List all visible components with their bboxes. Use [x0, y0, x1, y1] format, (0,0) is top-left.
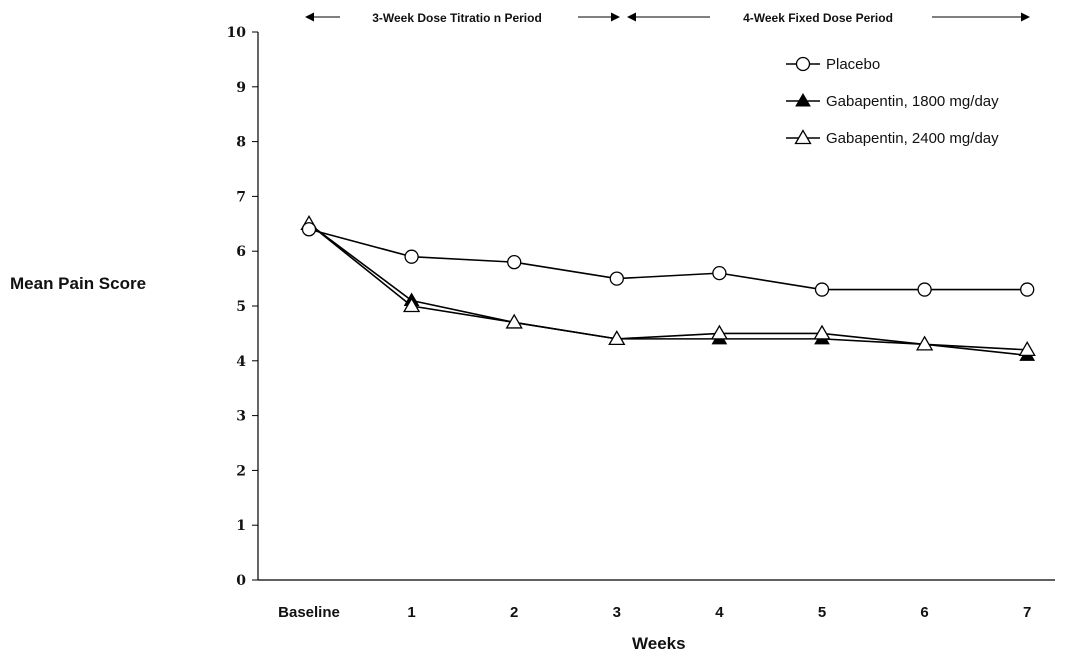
series-lines: [300, 214, 1036, 361]
data-point: [609, 271, 624, 286]
period-arrowhead: [305, 12, 314, 22]
series-line: [308, 223, 1028, 357]
period-label-titration: 3-Week Dose Titratio n Period: [372, 11, 542, 25]
legend: Placebo Gabapentin, 1800 mg/day Gabapentin…: [786, 56, 999, 147]
y-tick-label: 7: [236, 189, 246, 205]
y-tick-label: 6: [236, 244, 246, 260]
legend-label: Gabapentin, 1800 mg/day: [826, 93, 999, 110]
period-label-fixed: 4-Week Fixed Dose Period: [743, 11, 893, 25]
data-point: [505, 313, 523, 329]
series-3: [300, 214, 1036, 356]
series-line: [308, 223, 1028, 351]
legend-marker: [794, 129, 812, 145]
legend-item: Gabapentin, 2400 mg/day: [786, 129, 999, 147]
x-axis-label: Weeks: [632, 634, 686, 653]
y-tick-label: 3: [236, 409, 246, 425]
y-tick-label: 5: [236, 299, 246, 315]
y-tick-label: 4: [236, 354, 246, 370]
x-ticks: Baseline 1 2 3 4 5 6 7: [278, 604, 1031, 621]
period-arrowhead: [611, 12, 620, 22]
x-tick-label: 6: [920, 604, 928, 621]
x-tick-label: 1: [407, 604, 415, 621]
legend-marker: [795, 93, 811, 107]
legend-marker: [795, 56, 811, 72]
data-point: [915, 335, 934, 351]
legend-item: Gabapentin, 1800 mg/day: [786, 93, 999, 110]
series-1: [301, 222, 1035, 297]
y-tick-label: 0: [236, 573, 246, 589]
data-point: [507, 255, 522, 270]
legend-label: Placebo: [826, 56, 880, 73]
data-point: [710, 324, 729, 340]
data-point: [1018, 341, 1036, 356]
data-point: [608, 330, 626, 346]
x-tick-label: 3: [613, 604, 621, 621]
y-tick-label: 8: [236, 135, 246, 151]
y-tick-label: 2: [236, 463, 246, 479]
data-point: [813, 324, 831, 340]
period-arrowhead: [1021, 12, 1030, 22]
x-tick-label: 4: [715, 604, 724, 621]
x-tick-label: Baseline: [278, 604, 340, 621]
data-point: [301, 222, 317, 237]
y-ticks: 0 1 2 3 4 5 6 7 8 9 10: [227, 25, 258, 589]
period-annotations: 3-Week Dose Titratio n Period 4-Week Fixe…: [305, 11, 1030, 25]
data-point: [1020, 282, 1035, 297]
data-point: [917, 282, 932, 297]
data-point: [814, 282, 830, 297]
data-point: [404, 249, 419, 264]
x-tick-label: 7: [1023, 604, 1031, 621]
x-tick-label: 5: [818, 604, 826, 621]
y-tick-label: 1: [236, 518, 246, 534]
y-axis-label: Mean Pain Score: [10, 274, 147, 293]
period-arrowhead: [627, 12, 636, 22]
legend-label: Gabapentin, 2400 mg/day: [826, 130, 999, 147]
y-tick-label: 9: [236, 80, 246, 96]
legend-item: Placebo: [786, 56, 880, 73]
series-line: [308, 228, 1028, 291]
axes: [257, 32, 1055, 581]
x-tick-label: 2: [510, 604, 518, 621]
data-point: [712, 265, 727, 281]
data-point: [402, 297, 421, 313]
y-tick-label: 10: [227, 25, 247, 41]
